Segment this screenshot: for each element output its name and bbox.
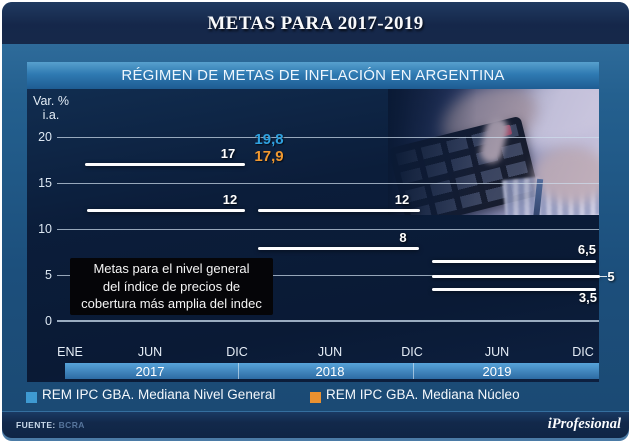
y-axis-unit-line1: Var. % [33, 94, 69, 108]
year-label-2019: 2019 [482, 364, 512, 379]
calculator-photo [388, 89, 599, 215]
x-tick-dic-2017: DIC [226, 345, 248, 359]
legend-swatch-nivel-general [26, 392, 37, 403]
legend-label-nivel-general: REM IPC GBA. Mediana Nivel General [42, 387, 276, 402]
y-tick-20: 20 [38, 130, 52, 144]
y-axis-unit-line2: i.a. [42, 108, 60, 122]
rem-value-nucleo: 17,9 [254, 148, 284, 165]
x-tick-jun-2019: JUN [484, 345, 510, 359]
target-segment-2018-bottom [258, 247, 419, 250]
gridline-15 [57, 183, 599, 184]
annotation-line2: del índice de precios de [102, 278, 241, 294]
y-tick-5: 5 [45, 268, 52, 282]
year-band [65, 363, 599, 379]
annotation-line1: Metas para el nivel general [93, 261, 250, 276]
rem-value-nivel-general: 19,8 [254, 131, 284, 148]
gridline-0 [57, 320, 599, 322]
value-label-8: 8 [399, 230, 407, 245]
year-label-2017: 2017 [135, 364, 165, 379]
legend-label-nucleo: REM IPC GBA. Mediana Núcleo [326, 387, 520, 402]
target-segment-2017-top [85, 163, 245, 166]
gridline-20 [57, 137, 599, 138]
footer-bar [2, 411, 629, 438]
x-tick-dic-2018: DIC [401, 345, 423, 359]
value-label-3-5: 3,5 [578, 290, 597, 305]
x-tick-ene-2017: ENE [57, 345, 83, 359]
x-tick-dic-2019: DIC [572, 345, 594, 359]
header-bar: METAS PARA 2017-2019 [2, 2, 629, 44]
annotation-line3: cobertura más amplia del indec [81, 296, 262, 311]
source-label: FUENTE: [16, 420, 56, 430]
brand-logo: iProfesional [547, 416, 621, 432]
year-label-2018: 2018 [315, 364, 345, 379]
source-value: BCRA [58, 420, 85, 430]
value-label-12-2017: 12 [222, 192, 238, 207]
photo-left-fade [388, 89, 599, 215]
gridline-10 [57, 229, 599, 230]
target-segment-2019-center [432, 275, 600, 278]
target-segment-2019-top [432, 260, 596, 263]
target-segment-2019-bottom [432, 288, 596, 291]
value-label-6-5: 6,5 [577, 242, 596, 257]
y-tick-15: 15 [38, 176, 52, 190]
value-label-17: 17 [220, 146, 236, 161]
value-label-12-2018: 12 [394, 192, 410, 207]
x-tick-jun-2018: JUN [317, 345, 343, 359]
target-segment-2018-top [258, 209, 420, 212]
y-tick-0: 0 [45, 314, 52, 328]
target-segment-2019-center-tick [598, 276, 607, 277]
x-tick-jun-2017: JUN [137, 345, 163, 359]
source-note: FUENTE: BCRA [16, 420, 85, 430]
year-band-divider-2 [413, 363, 414, 379]
value-label-5: 5 [607, 269, 615, 284]
year-band-divider-1 [238, 363, 239, 379]
y-tick-10: 10 [38, 222, 52, 236]
annotation-box: Metas para el nivel general del índice d… [70, 258, 273, 315]
gridline-5 [57, 275, 599, 276]
legend-swatch-nucleo [310, 392, 321, 403]
chart-title: RÉGIMEN DE METAS DE INFLACIÓN EN ARGENTI… [27, 62, 599, 89]
page-title: METAS PARA 2017-2019 [207, 13, 424, 34]
target-segment-2017-bottom [87, 209, 245, 212]
